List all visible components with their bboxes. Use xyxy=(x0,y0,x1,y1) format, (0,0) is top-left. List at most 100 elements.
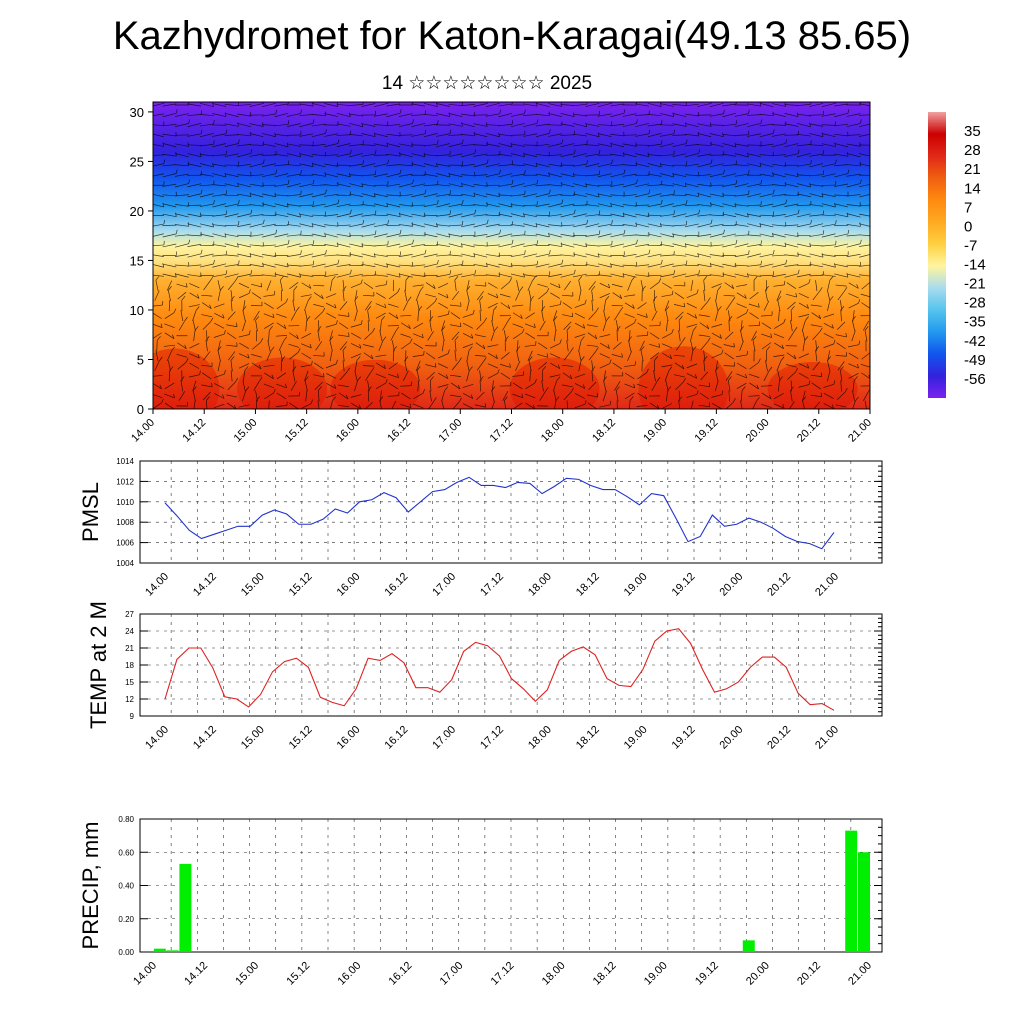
wind-barb xyxy=(476,321,485,330)
wind-barb xyxy=(423,133,438,138)
wind-barb-flag xyxy=(399,169,402,174)
wind-barb xyxy=(846,164,861,167)
wind-barb-flag xyxy=(362,219,365,225)
wind-barb xyxy=(529,370,531,382)
wind-barb xyxy=(238,363,250,369)
wind-barb xyxy=(153,204,164,208)
wind-barb xyxy=(560,273,575,278)
wind-barb xyxy=(647,184,662,187)
wind-barb-flag xyxy=(807,364,810,369)
wind-barb xyxy=(538,362,548,370)
wind-barb xyxy=(560,254,575,257)
wind-barb-flag xyxy=(317,326,322,331)
wind-barb xyxy=(174,273,189,278)
wind-barb xyxy=(162,203,177,208)
wind-barb xyxy=(174,194,189,197)
wind-barb-flag xyxy=(187,142,190,147)
wind-barb xyxy=(278,340,285,351)
wind-barb xyxy=(336,264,351,267)
wind-barb-flag xyxy=(446,293,449,299)
wind-barb xyxy=(174,173,189,177)
wind-barb xyxy=(698,334,710,337)
wind-barb xyxy=(703,290,706,302)
wind-barb xyxy=(438,372,449,379)
wind-barb xyxy=(386,143,401,148)
colorbar-label: -21 xyxy=(964,276,986,293)
wind-barb-flag xyxy=(591,285,596,291)
wind-barb xyxy=(217,360,221,372)
wind-barb xyxy=(311,163,326,168)
wind-barb-flag xyxy=(395,326,400,332)
wind-barb-flag xyxy=(572,112,575,117)
wind-barb xyxy=(578,340,582,352)
wind-barb xyxy=(734,273,749,278)
wind-barb xyxy=(436,233,450,238)
wind-barb xyxy=(840,310,842,322)
wind-barb xyxy=(510,194,525,197)
wind-barb xyxy=(548,224,563,227)
wind-barb xyxy=(624,364,636,367)
wind-barb-flag xyxy=(161,398,164,404)
wind-barb xyxy=(153,394,163,399)
wind-barb-flag xyxy=(672,233,675,238)
wind-barb-flag xyxy=(520,314,523,319)
wind-barb-flag xyxy=(810,160,812,165)
wind-barb xyxy=(821,274,836,277)
wind-barb xyxy=(585,103,600,107)
wind-barb xyxy=(324,193,339,197)
wind-barb xyxy=(423,253,438,258)
wind-barb xyxy=(550,292,560,299)
wind-barb-flag xyxy=(509,363,511,368)
wind-barb xyxy=(665,310,669,322)
wind-barb xyxy=(647,123,662,127)
wind-barb xyxy=(473,244,488,247)
wind-barb xyxy=(821,133,836,138)
wind-barb-flag xyxy=(549,249,551,255)
wind-barb xyxy=(715,360,719,372)
wind-barb xyxy=(548,103,562,107)
wind-barb xyxy=(796,223,811,228)
wind-barb-flag xyxy=(412,239,414,244)
wind-barb xyxy=(759,123,774,127)
wind-barb xyxy=(324,254,339,257)
wind-barb xyxy=(498,273,513,278)
wind-barb xyxy=(773,354,785,357)
wind-barb xyxy=(809,153,824,157)
wind-barb xyxy=(647,253,662,258)
wind-barb xyxy=(436,154,451,156)
wind-barb xyxy=(255,320,258,332)
wind-barb xyxy=(827,300,831,312)
wind-barb-flag xyxy=(561,139,564,144)
wind-barb xyxy=(224,134,239,136)
wind-barb xyxy=(848,293,859,299)
wind-barb-flag xyxy=(661,199,663,205)
wind-barb xyxy=(660,233,674,238)
wind-barb xyxy=(162,273,177,278)
wind-barb xyxy=(398,183,413,188)
wind-barb-flag xyxy=(636,179,638,184)
wind-barb xyxy=(376,362,386,370)
wind-barb xyxy=(454,280,457,292)
wind-barb xyxy=(675,311,684,320)
wind-barb xyxy=(761,333,772,338)
wind-barb xyxy=(437,292,449,299)
wind-barb xyxy=(560,213,575,218)
wind-barb-flag xyxy=(175,109,178,114)
wind-barb xyxy=(523,253,538,258)
wind-barb xyxy=(336,153,351,157)
wind-barb xyxy=(535,163,550,168)
wind-barb xyxy=(362,294,374,297)
wind-barb-flag xyxy=(860,179,862,184)
wind-barb xyxy=(361,174,376,177)
wind-barb xyxy=(535,263,550,268)
wind-barb xyxy=(610,203,625,208)
wind-barb xyxy=(812,331,821,341)
wind-barb xyxy=(510,253,525,258)
wind-barb-flag xyxy=(635,142,637,147)
wind-barb xyxy=(400,403,412,409)
wind-barb xyxy=(386,183,401,187)
wind-barb xyxy=(342,350,345,362)
wind-barb-flag xyxy=(697,192,700,197)
wind-barb xyxy=(711,283,722,288)
wind-barb-flag xyxy=(220,286,224,291)
